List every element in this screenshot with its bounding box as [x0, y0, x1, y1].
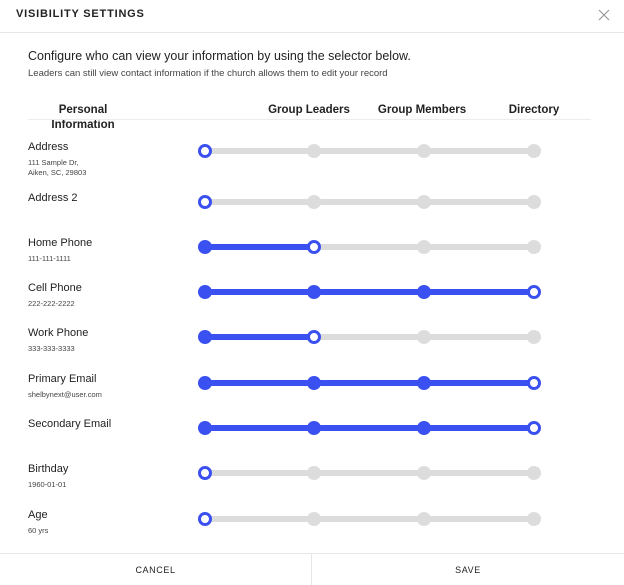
header-divider: [28, 119, 591, 120]
visibility-slider-cell-phone[interactable]: [198, 284, 543, 300]
slider-stop-personal-information[interactable]: [198, 285, 212, 299]
slider-fill: [204, 289, 534, 295]
slider-handle[interactable]: [527, 376, 541, 390]
slider-handle[interactable]: [527, 285, 541, 299]
slider-stop-directory[interactable]: [527, 330, 541, 344]
slider-stop-group-leaders[interactable]: [307, 376, 321, 390]
slider-stop-group-members[interactable]: [417, 285, 431, 299]
slider-stop-personal-information[interactable]: [198, 240, 212, 254]
slider-stop-directory[interactable]: [527, 240, 541, 254]
column-header-group-members: Group Members: [377, 104, 467, 116]
leaders-note: Leaders can still view contact informati…: [28, 68, 388, 79]
slider-fill: [204, 380, 534, 386]
slider-stop-group-members[interactable]: [417, 330, 431, 344]
slider-stop-directory[interactable]: [527, 144, 541, 158]
field-row-birthday: Birthday 1960-01-01: [0, 463, 624, 503]
field-row-age: Age 60 yrs: [0, 509, 624, 549]
field-value: shelbynext@user.com: [28, 390, 102, 399]
slider-stop-group-members[interactable]: [417, 512, 431, 526]
slider-handle[interactable]: [198, 195, 212, 209]
field-label: Cell Phone: [28, 282, 82, 294]
field-value: 333-333-3333: [28, 344, 75, 353]
field-label: Birthday: [28, 463, 69, 475]
slider-stop-directory[interactable]: [527, 195, 541, 209]
visibility-slider-primary-email[interactable]: [198, 375, 543, 391]
cancel-button[interactable]: CANCEL: [135, 565, 176, 575]
save-button[interactable]: SAVE: [455, 565, 481, 575]
field-value: 111-111-1111: [28, 254, 71, 263]
field-label: Address: [28, 141, 69, 153]
slider-track[interactable]: [204, 516, 537, 522]
slider-track[interactable]: [204, 199, 537, 205]
column-header-personal-information: Personal Information: [51, 104, 115, 131]
modal-title: VISIBILITY SETTINGS: [16, 8, 145, 20]
field-row-home-phone: Home Phone 111-111-1111: [0, 237, 624, 277]
field-value: 111 Sample Dr, Aiken, SC, 29803: [28, 158, 87, 177]
field-label: Secondary Email: [28, 418, 112, 430]
field-row-address-2: Address 2: [0, 192, 624, 232]
field-row-address: Address 111 Sample Dr, Aiken, SC, 29803: [0, 141, 624, 181]
slider-stop-group-leaders[interactable]: [307, 195, 321, 209]
field-label: Age: [28, 509, 48, 521]
close-button[interactable]: [594, 5, 614, 25]
visibility-slider-address-2[interactable]: [198, 194, 543, 210]
slider-stop-directory[interactable]: [527, 512, 541, 526]
slider-handle[interactable]: [198, 466, 212, 480]
slider-handle[interactable]: [307, 240, 321, 254]
visibility-slider-home-phone[interactable]: [198, 239, 543, 255]
visibility-slider-birthday[interactable]: [198, 465, 543, 481]
field-label: Work Phone: [28, 327, 89, 339]
field-value: 222-222-2222: [28, 299, 75, 308]
intro-text: Configure who can view your information …: [28, 49, 411, 63]
modal-footer: CANCEL SAVE: [0, 553, 624, 585]
field-value: 1960-01-01: [28, 480, 67, 489]
slider-stop-group-leaders[interactable]: [307, 466, 321, 480]
field-row-work-phone: Work Phone 333-333-3333: [0, 327, 624, 367]
slider-stop-group-leaders[interactable]: [307, 421, 321, 435]
slider-handle[interactable]: [307, 330, 321, 344]
slider-stop-group-members[interactable]: [417, 376, 431, 390]
visibility-slider-address[interactable]: [198, 143, 543, 159]
column-header-group-leaders: Group Leaders: [268, 104, 350, 116]
slider-stop-group-leaders[interactable]: [307, 144, 321, 158]
slider-track[interactable]: [204, 334, 537, 340]
slider-track[interactable]: [204, 148, 537, 154]
visibility-slider-work-phone[interactable]: [198, 329, 543, 345]
footer-divider: [311, 554, 312, 585]
slider-stop-personal-information[interactable]: [198, 421, 212, 435]
slider-track[interactable]: [204, 470, 537, 476]
visibility-slider-secondary-email[interactable]: [198, 420, 543, 436]
field-value: 60 yrs: [28, 526, 49, 535]
slider-stop-group-members[interactable]: [417, 195, 431, 209]
slider-stop-personal-information[interactable]: [198, 376, 212, 390]
modal-header: VISIBILITY SETTINGS: [0, 0, 624, 33]
slider-fill: [204, 334, 314, 340]
visibility-slider-age[interactable]: [198, 511, 543, 527]
field-row-cell-phone: Cell Phone 222-222-2222: [0, 282, 624, 322]
slider-handle[interactable]: [198, 512, 212, 526]
slider-handle[interactable]: [198, 144, 212, 158]
slider-stop-group-members[interactable]: [417, 240, 431, 254]
field-label: Primary Email: [28, 373, 97, 385]
slider-stop-group-leaders[interactable]: [307, 512, 321, 526]
slider-stop-group-members[interactable]: [417, 144, 431, 158]
slider-fill: [204, 425, 534, 431]
column-header-directory: Directory: [508, 104, 560, 116]
field-row-primary-email: Primary Email shelbynext@user.com: [0, 373, 624, 413]
close-icon: [598, 9, 610, 21]
slider-stop-group-members[interactable]: [417, 466, 431, 480]
slider-track[interactable]: [204, 244, 537, 250]
slider-stop-directory[interactable]: [527, 466, 541, 480]
slider-stop-personal-information[interactable]: [198, 330, 212, 344]
field-row-secondary-email: Secondary Email: [0, 418, 624, 458]
slider-stop-group-leaders[interactable]: [307, 285, 321, 299]
field-label: Home Phone: [28, 237, 93, 249]
slider-stop-group-members[interactable]: [417, 421, 431, 435]
slider-fill: [204, 244, 314, 250]
slider-handle[interactable]: [527, 421, 541, 435]
field-label: Address 2: [28, 192, 78, 204]
